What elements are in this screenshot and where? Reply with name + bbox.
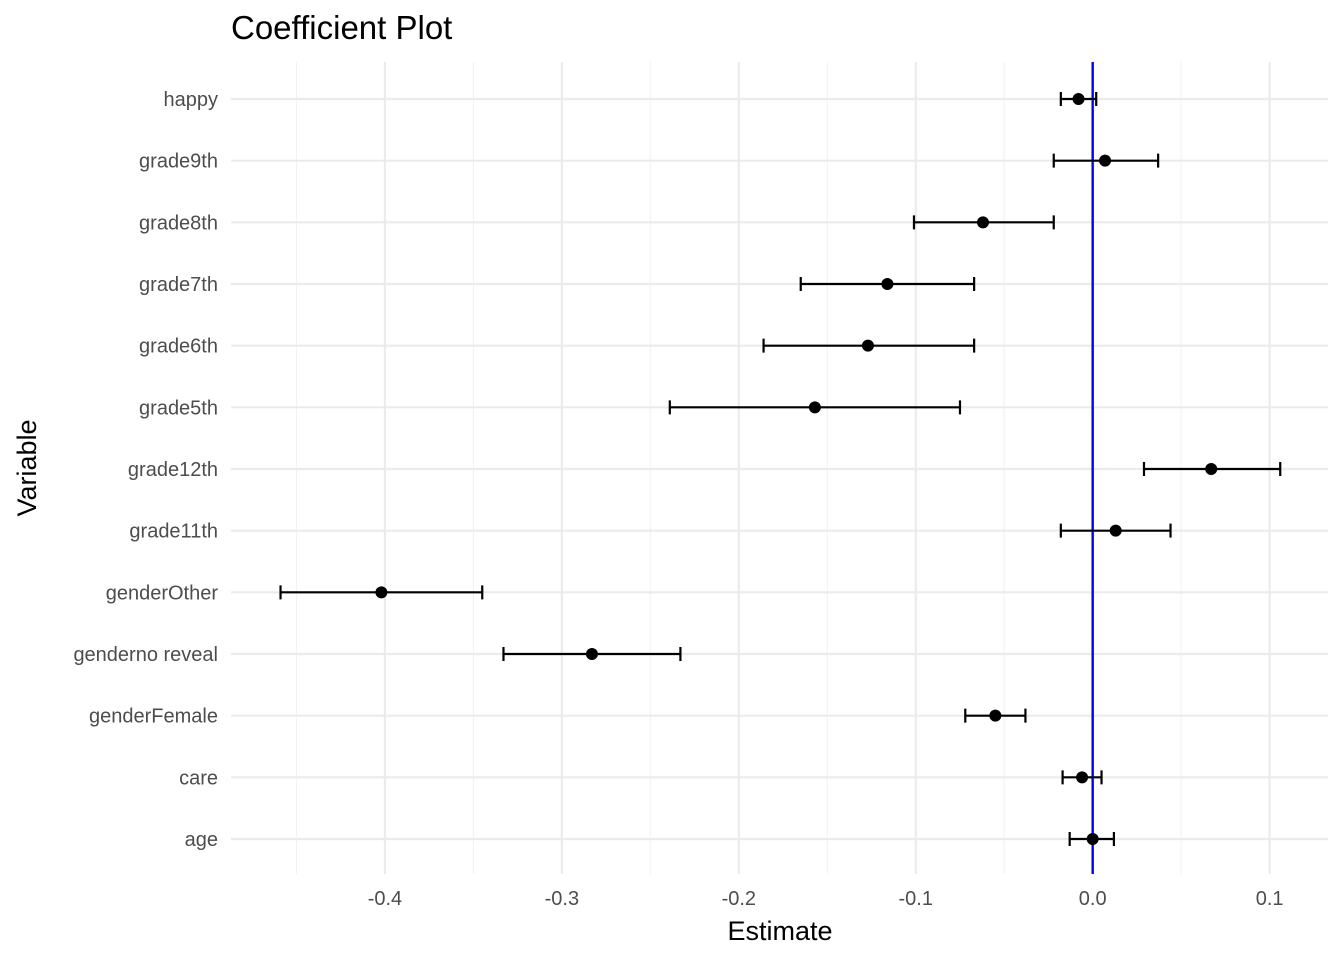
x-axis-title: Estimate [727,916,832,946]
estimate-point [1205,463,1218,475]
coefficient-genderno-reveal [502,647,682,661]
y-tick-label: age [185,829,218,851]
estimate-point [375,586,388,599]
y-tick-label: genderno reveal [73,644,218,666]
y-axis-tick-labels: age care genderFemale genderno reveal gender… [73,89,218,851]
coefficient-genderOther [279,585,484,600]
estimate-point [1076,771,1089,784]
estimate-point [1086,833,1099,845]
y-tick-label: care [179,767,218,789]
y-tick-label: grade8th [139,212,218,234]
y-tick-label: grade6th [139,336,218,358]
coefficient-grade8th [912,215,1055,230]
y-tick-label: grade7th [139,274,218,296]
coefficient-happy [1059,92,1098,106]
coefficient-grade7th [799,277,976,291]
coefficient-age [1068,832,1116,846]
coefficient-grade5th [668,400,962,415]
y-tick-label: genderOther [106,582,219,604]
coefficient-grade11th [1059,523,1172,538]
estimate-point [808,401,821,414]
x-tick-label: -0.4 [368,888,402,910]
data-layer [279,92,1282,846]
y-tick-label: genderFemale [89,706,218,728]
y-tick-label: happy [164,89,219,111]
estimate-point [1072,93,1085,105]
estimate-point [1099,154,1112,167]
coefficient-grade6th [762,338,976,353]
y-tick-label: grade11th [129,521,218,543]
coefficient-grade12th [1142,462,1282,476]
x-tick-label: -0.1 [899,888,933,910]
coefficient-grade9th [1052,153,1160,168]
coefficient-care [1061,770,1103,785]
x-tick-label: 0.0 [1079,888,1107,910]
coefficient-genderFemale [964,708,1027,723]
estimate-point [1109,524,1122,537]
x-tick-label: -0.2 [722,888,756,910]
y-axis-title: Variable [12,419,42,516]
estimate-point [585,648,598,660]
chart-title: Coefficient Plot [231,9,452,46]
estimate-point [989,709,1002,722]
y-tick-label: grade9th [139,151,218,173]
x-axis-tick-labels: -0.4 -0.3 -0.2 -0.1 0.0 0.1 [368,888,1284,910]
y-tick-label: grade12th [128,459,218,481]
x-tick-label: -0.3 [545,888,579,910]
estimate-point [976,216,989,229]
grid-lines [231,62,1328,874]
estimate-point [861,339,874,352]
estimate-point [881,278,894,290]
y-tick-label: grade5th [139,397,218,419]
x-tick-label: 0.1 [1256,888,1284,910]
